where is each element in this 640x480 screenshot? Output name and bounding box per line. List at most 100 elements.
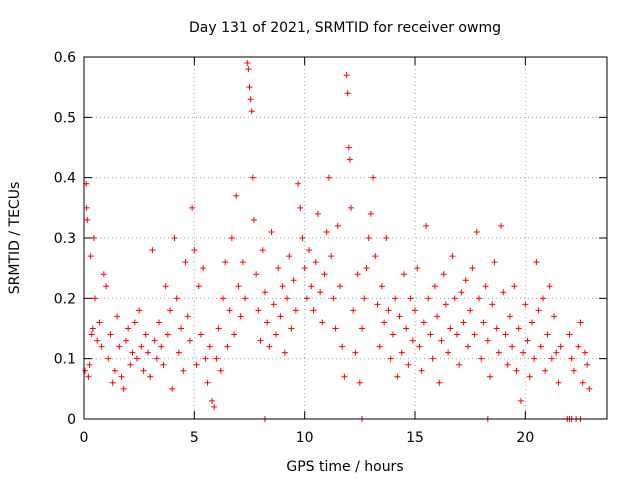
data-point: [555, 379, 562, 386]
data-point: [484, 337, 491, 344]
data-point: [458, 289, 465, 296]
data-point: [396, 313, 403, 320]
data-point: [586, 385, 593, 392]
data-point: [259, 247, 266, 254]
data-point: [579, 379, 586, 386]
data-point: [548, 355, 555, 362]
data-point: [84, 216, 91, 223]
data-point: [253, 271, 260, 278]
data-point: [297, 204, 304, 211]
data-point: [257, 337, 264, 344]
data-point: [551, 313, 558, 320]
data-point: [180, 367, 187, 374]
data-point: [197, 331, 204, 338]
data-point: [178, 325, 185, 332]
x-tick-label: 5: [190, 430, 199, 446]
data-point: [156, 319, 163, 326]
data-point: [215, 325, 222, 332]
data-point: [378, 283, 385, 290]
data-point: [517, 397, 524, 404]
data-point: [445, 349, 452, 356]
data-point: [427, 331, 434, 338]
data-point: [420, 319, 427, 326]
data-point: [478, 355, 485, 362]
data-point: [528, 319, 535, 326]
data-point: [345, 144, 352, 151]
data-point: [546, 283, 553, 290]
data-point: [233, 192, 240, 199]
data-point: [566, 331, 573, 338]
data-point: [147, 373, 154, 380]
data-point: [394, 373, 401, 380]
data-point: [186, 337, 193, 344]
data-point: [425, 295, 432, 302]
data-point: [409, 337, 416, 344]
data-point: [389, 331, 396, 338]
data-point: [359, 325, 366, 332]
data-point: [242, 295, 249, 302]
data-point: [200, 265, 207, 272]
data-point: [317, 289, 324, 296]
data-point: [467, 307, 474, 314]
x-tick-label: 15: [406, 430, 424, 446]
data-point: [277, 313, 284, 320]
data-point: [86, 361, 93, 368]
data-point: [314, 210, 321, 217]
data-point: [272, 331, 279, 338]
data-point: [531, 355, 538, 362]
data-point: [487, 373, 494, 380]
data-point: [255, 307, 262, 314]
data-point: [325, 174, 332, 181]
data-point: [535, 307, 542, 314]
data-point: [144, 349, 151, 356]
data-point: [462, 277, 469, 284]
data-point: [118, 373, 125, 380]
data-point: [301, 265, 308, 272]
y-tick-label: 0.4: [54, 171, 76, 187]
data-point: [522, 301, 529, 308]
data-point: [442, 301, 449, 308]
data-point: [208, 397, 215, 404]
data-point: [109, 379, 116, 386]
data-point: [211, 403, 218, 410]
y-tick-label: 0.6: [54, 50, 76, 66]
data-point: [321, 271, 328, 278]
data-point: [142, 331, 149, 338]
y-tick-label: 0.1: [54, 352, 76, 368]
data-point: [575, 343, 582, 350]
data-point: [418, 367, 425, 374]
data-point: [290, 277, 297, 284]
data-point: [348, 204, 355, 211]
data-point: [392, 295, 399, 302]
data-point: [125, 325, 132, 332]
data-point: [403, 325, 410, 332]
data-point: [222, 259, 229, 266]
data-point: [434, 313, 441, 320]
data-point: [193, 361, 200, 368]
data-point: [372, 253, 379, 260]
data-point: [334, 222, 341, 229]
data-point: [281, 349, 288, 356]
data-point: [231, 331, 238, 338]
data-point: [456, 361, 463, 368]
data-point: [167, 307, 174, 314]
data-point: [275, 265, 282, 272]
data-point: [480, 319, 487, 326]
data-point: [151, 337, 158, 344]
data-point: [581, 349, 588, 356]
data-point: [506, 313, 513, 320]
data-point: [244, 60, 251, 67]
data-point: [245, 66, 252, 73]
data-point: [495, 349, 502, 356]
data-point: [336, 283, 343, 290]
data-point: [286, 253, 293, 260]
data-point: [453, 331, 460, 338]
data-point: [577, 319, 584, 326]
data-point: [133, 355, 140, 362]
data-point: [584, 361, 591, 368]
data-point: [476, 295, 483, 302]
data-point: [228, 235, 235, 241]
data-point: [412, 307, 419, 314]
data-point: [436, 379, 443, 386]
